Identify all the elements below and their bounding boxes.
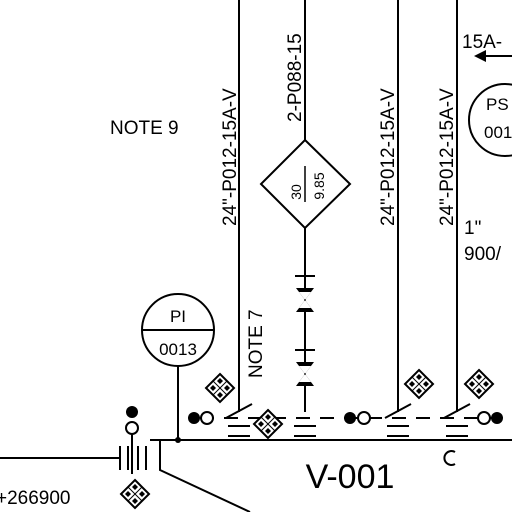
pi-number: 0013 bbox=[159, 340, 197, 359]
flange-3 bbox=[384, 403, 412, 437]
size-label: 1" bbox=[464, 218, 481, 239]
rating-label: 900/ bbox=[464, 244, 502, 265]
connector-dot bbox=[344, 412, 356, 424]
connector-dot bbox=[188, 412, 200, 424]
line-label-4: 24"-P012-15A-V bbox=[437, 88, 458, 226]
interlock-diamond-icon bbox=[205, 373, 235, 403]
connector-dot bbox=[491, 412, 503, 424]
interlock-diamond-icon bbox=[404, 369, 434, 399]
flange-2 bbox=[294, 425, 316, 437]
connector-dot bbox=[126, 406, 138, 418]
pi-tag: PI bbox=[170, 307, 186, 326]
gate-valve-2 bbox=[296, 362, 314, 386]
ps-tag: PS bbox=[486, 95, 509, 114]
vessel-label: V-001 bbox=[306, 458, 395, 496]
flange-4 bbox=[443, 403, 471, 437]
connector-circle bbox=[125, 421, 139, 435]
ps-bubble bbox=[468, 83, 512, 157]
top-right-label: 15A- bbox=[462, 32, 502, 53]
vessel-nozzle-c bbox=[443, 450, 456, 466]
connector-circle bbox=[477, 411, 491, 425]
elevation-label: +266900 bbox=[0, 488, 71, 509]
gate-valve-1 bbox=[296, 288, 314, 312]
diamond-top-value: 30 bbox=[288, 184, 304, 200]
connector-circle bbox=[357, 411, 371, 425]
interlock-diamond-icon bbox=[253, 409, 283, 439]
diamond-bottom-value: 9.85 bbox=[311, 172, 327, 199]
line-label-1: 24"-P012-15A-V bbox=[220, 88, 241, 226]
vessel-left-head bbox=[159, 440, 251, 512]
connector-circle bbox=[200, 411, 214, 425]
arrow-left-icon bbox=[474, 50, 486, 62]
note-9: NOTE 9 bbox=[110, 118, 179, 139]
line-label-3: 24"-P012-15A-V bbox=[378, 88, 399, 226]
interlock-diamond-icon bbox=[464, 369, 494, 399]
line-label-2: 2-P088-15 bbox=[285, 33, 306, 122]
flange-1 bbox=[225, 403, 253, 437]
note-7: NOTE 7 bbox=[246, 309, 267, 378]
ps-number: 001 bbox=[484, 123, 512, 142]
interlock-diamond-icon bbox=[120, 479, 150, 509]
